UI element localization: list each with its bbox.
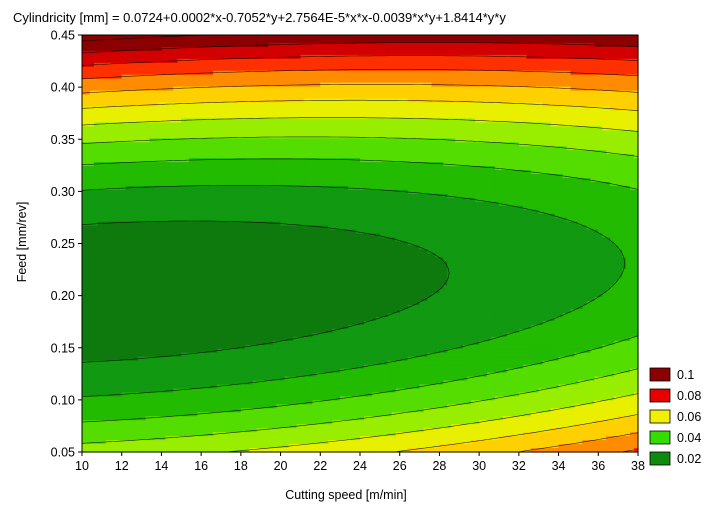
legend-swatch: [649, 409, 671, 424]
x-tick-label: 20: [274, 459, 288, 473]
legend-swatch: [649, 388, 671, 403]
legend-label: 0.06: [677, 410, 701, 424]
legend-swatch: [649, 451, 671, 466]
y-tick-label: 0.10: [51, 393, 75, 407]
y-tick-label: 0.20: [51, 289, 75, 303]
y-tick-label: 0.45: [51, 29, 75, 43]
legend-swatch: [649, 430, 671, 445]
y-tick-label: 0.25: [51, 237, 75, 251]
x-tick-label: 38: [631, 459, 645, 473]
legend-label: 0.02: [677, 452, 701, 466]
y-axis: 0.05 0.10 0.15 0.20 0.25 0.30 0.35 0.40 0.45: [51, 29, 82, 460]
legend: 0.1 0.08 0.06 0.04 0.02: [649, 367, 701, 466]
contour-line: [81, 34, 639, 453]
y-tick-label: 0.35: [51, 133, 75, 147]
x-tick-label: 22: [313, 459, 327, 473]
x-tick-label: 28: [432, 459, 446, 473]
y-tick-label: 0.30: [51, 185, 75, 199]
x-tick-label: 30: [472, 459, 486, 473]
x-tick-label: 16: [194, 459, 208, 473]
y-tick-label: 0.15: [51, 341, 75, 355]
legend-swatch: [649, 367, 671, 382]
chart-title: Cylindricity [mm] = 0.0724+0.0002*x-0.70…: [13, 10, 506, 25]
y-tick-label: 0.40: [51, 81, 75, 95]
x-tick-label: 24: [353, 459, 367, 473]
x-tick-label: 26: [393, 459, 407, 473]
x-tick-label: 18: [234, 459, 248, 473]
plot-area: [82, 35, 639, 453]
contour-lines: [81, 34, 639, 453]
x-tick-label: 14: [154, 459, 168, 473]
x-tick-label: 34: [552, 459, 566, 473]
y-tick-label: 0.05: [51, 446, 75, 460]
y-axis-label: Feed [mm/rev]: [15, 202, 29, 283]
x-tick-label: 10: [75, 459, 89, 473]
legend-label: 0.08: [677, 389, 701, 403]
x-tick-label: 32: [512, 459, 526, 473]
x-axis: 10 12 14 16 18 20 22 24 26 28 30 32 34 36 38: [75, 452, 645, 473]
x-tick-label: 12: [115, 459, 129, 473]
legend-label: 0.04: [677, 431, 701, 445]
legend-label: 0.1: [677, 368, 694, 382]
x-tick-label: 36: [591, 459, 605, 473]
x-axis-label: Cutting speed [m/min]: [285, 488, 407, 502]
